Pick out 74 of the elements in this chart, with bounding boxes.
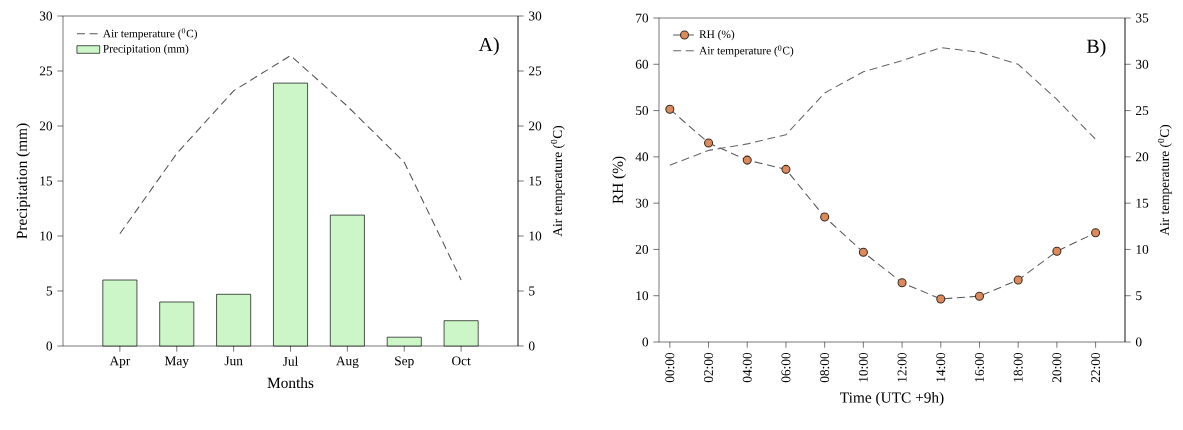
x-tick-label: 20:00 — [1052, 352, 1062, 383]
point — [1013, 275, 1023, 285]
y2-tick-label: 5 — [1136, 291, 1142, 301]
x-axis-title: Months — [267, 377, 314, 389]
line-series — [119, 55, 462, 281]
point — [936, 294, 946, 304]
x-tick-label: Jun — [224, 356, 243, 366]
y2-tick-label: 20 — [1135, 152, 1149, 162]
annotation: A) — [478, 37, 499, 56]
x-tick-label: 00:00 — [665, 352, 675, 383]
y2-tick-label: 30 — [529, 11, 542, 21]
y2-axis-title: Air temperature ($^{0}$C) — [1157, 124, 1172, 236]
annotation: B) — [1086, 38, 1106, 58]
y2-tick-label: 30 — [1136, 59, 1149, 69]
x-tick-label: Jul — [282, 356, 299, 366]
x-tick-label: 16:00 — [974, 352, 984, 382]
point — [781, 164, 791, 174]
x-tick-label: 18:00 — [1013, 352, 1023, 382]
x-tick-label: May — [164, 356, 189, 369]
y-tick-label: 10 — [40, 231, 53, 241]
y2-tick-label: 15 — [529, 176, 542, 186]
legend-label: Air temperature ($^{0}$C) — [102, 28, 198, 40]
point — [974, 291, 985, 301]
x-tick-label: 14:00 — [936, 352, 946, 382]
x-tick-label: 10:00 — [858, 352, 868, 382]
y-tick-label: 50 — [636, 106, 649, 116]
point — [704, 138, 714, 148]
point — [665, 104, 675, 114]
y2-tick-label: 0 — [1135, 337, 1142, 347]
point — [1052, 246, 1062, 256]
point — [858, 247, 868, 257]
y-tick-label: 30 — [39, 11, 53, 21]
point — [742, 155, 752, 165]
y-tick-label: 10 — [636, 291, 649, 301]
y-tick-label: 40 — [635, 152, 649, 162]
y-tick-label: 25 — [39, 66, 53, 76]
y-tick-label: 0 — [642, 337, 649, 347]
legend-label: RH (%) — [699, 30, 735, 41]
y-tick-label: 20 — [635, 244, 649, 254]
x-tick-label: 02:00 — [704, 352, 714, 383]
y-tick-label: 0 — [46, 341, 53, 351]
y-tick-label: 60 — [635, 59, 649, 69]
x-tick-label: Oct — [452, 356, 471, 366]
point — [820, 212, 830, 222]
y-tick-label: 15 — [40, 176, 53, 186]
y2-axis-title: Air temperature ($^{0}$C) — [550, 125, 565, 237]
y2-tick-label: 25 — [1135, 106, 1149, 116]
y2-tick-label: 35 — [1136, 13, 1149, 23]
y2-tick-label: 10 — [529, 231, 542, 241]
y2-tick-label: 5 — [529, 286, 535, 296]
x-tick-label: 08:00 — [820, 352, 830, 383]
y-axis-title: RH (%) — [612, 156, 627, 204]
x-tick-label: 04:00 — [742, 352, 752, 383]
legend-label: Precipitation (mm) — [103, 44, 189, 55]
y-axis-title: Precipitation (mm) — [16, 123, 31, 239]
point — [897, 278, 907, 288]
x-tick-label: Aug — [336, 356, 359, 369]
x-axis-title: Time (UTC +9h) — [840, 391, 944, 406]
y2-tick-label: 25 — [528, 66, 542, 76]
y2-tick-label: 0 — [528, 341, 535, 351]
x-tick-label: Apr — [109, 356, 131, 369]
y2-tick-label: 10 — [1136, 244, 1149, 254]
y-tick-label: 30 — [635, 198, 649, 208]
x-tick-label: Sep — [395, 356, 414, 369]
x-tick-label: 06:00 — [781, 352, 791, 383]
legend-label: Air temperature ($^{0}$C) — [699, 45, 794, 57]
y-tick-label: 5 — [46, 286, 53, 296]
x-tick-label: 22:00 — [1091, 352, 1101, 383]
point — [1091, 228, 1101, 238]
y-tick-label: 20 — [39, 121, 53, 131]
x-tick-label: 12:00 — [897, 352, 907, 382]
y2-tick-label: 15 — [1136, 198, 1149, 208]
y-tick-label: 70 — [636, 13, 649, 23]
y2-tick-label: 20 — [528, 121, 542, 131]
